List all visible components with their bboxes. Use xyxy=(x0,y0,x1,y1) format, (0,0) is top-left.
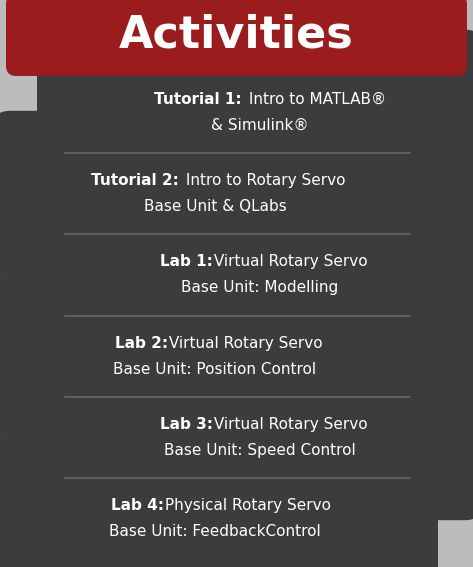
Text: Intro to MATLAB®: Intro to MATLAB® xyxy=(244,92,386,107)
Text: Lab 1:: Lab 1: xyxy=(160,255,213,269)
FancyBboxPatch shape xyxy=(37,192,473,358)
Text: Virtual Rotary Servo: Virtual Rotary Servo xyxy=(209,417,368,431)
Text: Activities: Activities xyxy=(119,14,354,57)
Text: Virtual Rotary Servo: Virtual Rotary Servo xyxy=(164,336,323,350)
Text: Lab 3:: Lab 3: xyxy=(160,417,213,431)
Text: Base Unit: Modelling: Base Unit: Modelling xyxy=(181,281,339,295)
FancyBboxPatch shape xyxy=(37,29,473,196)
Text: Virtual Rotary Servo: Virtual Rotary Servo xyxy=(209,255,368,269)
Text: Base Unit & QLabs: Base Unit & QLabs xyxy=(144,199,286,214)
FancyBboxPatch shape xyxy=(37,354,473,520)
Text: Lab 2:: Lab 2: xyxy=(115,336,168,350)
FancyBboxPatch shape xyxy=(0,435,438,567)
Text: Tutorial 1:: Tutorial 1: xyxy=(154,92,241,107)
Text: Lab 4:: Lab 4: xyxy=(111,498,164,513)
FancyBboxPatch shape xyxy=(0,273,438,439)
FancyBboxPatch shape xyxy=(0,111,438,277)
Text: Physical Rotary Servo: Physical Rotary Servo xyxy=(160,498,332,513)
Text: Tutorial 2:: Tutorial 2: xyxy=(91,174,179,188)
Text: Base Unit: FeedbackControl: Base Unit: FeedbackControl xyxy=(109,524,321,539)
Text: Base Unit: Position Control: Base Unit: Position Control xyxy=(114,362,316,376)
Text: & Simulink®: & Simulink® xyxy=(211,118,309,133)
Text: Base Unit: Speed Control: Base Unit: Speed Control xyxy=(164,443,356,458)
FancyBboxPatch shape xyxy=(6,0,467,76)
Text: Intro to Rotary Servo: Intro to Rotary Servo xyxy=(181,174,345,188)
